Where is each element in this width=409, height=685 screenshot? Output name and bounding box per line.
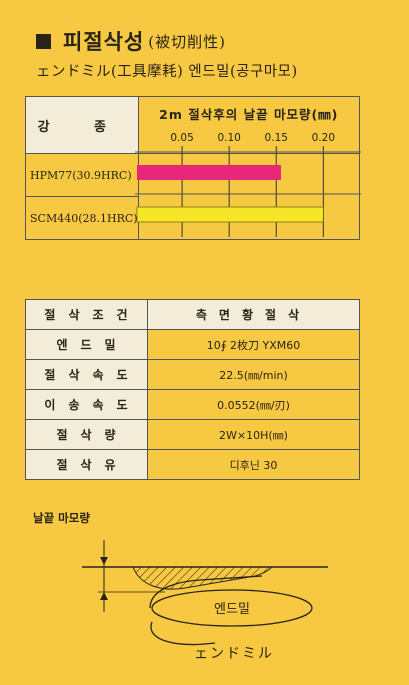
wear-bar-chart: 0.05 0.10 0.15 0.20 bbox=[135, 132, 361, 237]
endmill-label-jp: ェンドミル bbox=[194, 646, 274, 662]
endmill-ellipse bbox=[151, 589, 313, 627]
page-subtitle: ェンドミル(工具摩耗) 엔드밀(공구마모) bbox=[36, 64, 298, 80]
wear-table: 강 종 2m 절삭후의 날끝 마모량(㎜) HPM77(30.9HRC) SCM… bbox=[25, 96, 361, 240]
x-tick-label: 0.10 bbox=[217, 132, 240, 144]
condition-label-feed-rate: 이송속도 bbox=[25, 389, 148, 420]
row-label-scm440: SCM440(28.1HRC) bbox=[25, 196, 139, 240]
tool-edge-outline bbox=[149, 575, 263, 646]
condition-label-cutting-speed: 절삭속도 bbox=[25, 359, 148, 390]
steel-grade-header: 강 종 bbox=[25, 96, 139, 154]
bar-scm440 bbox=[136, 206, 324, 223]
bar-hpm77 bbox=[137, 165, 281, 180]
condition-value-coolant: 디후닌 30 bbox=[147, 449, 360, 480]
condition-label-coolant: 절삭유 bbox=[25, 449, 148, 480]
wear-hatch-area bbox=[132, 566, 274, 590]
x-tick-label: 0.20 bbox=[312, 132, 335, 144]
conditions-header-left: 절삭조건 bbox=[25, 299, 148, 330]
wear-diagram-label: 날끝 마모량 bbox=[33, 511, 90, 525]
condition-label-endmill: 엔드밀 bbox=[25, 329, 148, 360]
cutting-conditions-table: 절삭조건 측면황절삭 엔드밀 10∮ 2枚刀 YXM60 절삭속도 22.5(㎜… bbox=[25, 299, 360, 480]
title-paren: (被切削性) bbox=[148, 32, 226, 51]
condition-value-endmill: 10∮ 2枚刀 YXM60 bbox=[147, 329, 360, 360]
x-tick-label: 0.05 bbox=[170, 132, 193, 144]
row-label-hpm77: HPM77(30.9HRC) bbox=[25, 153, 139, 197]
condition-value-feed-rate: 0.0552(㎜/刃) bbox=[147, 389, 360, 420]
wear-diagram: 엔드밀 ェンドミル bbox=[82, 540, 328, 662]
endmill-label: 엔드밀 bbox=[214, 602, 250, 617]
condition-value-cutting-speed: 22.5(㎜/min) bbox=[147, 359, 360, 390]
page-title: 피절삭성 (被切削性) bbox=[36, 26, 226, 56]
conditions-header-right: 측면황절삭 bbox=[147, 299, 360, 330]
title-main: 피절삭성 bbox=[63, 30, 145, 54]
condition-label-cut-amount: 절삭량 bbox=[25, 419, 148, 450]
wear-dimension-arrows bbox=[98, 540, 165, 612]
chart-title: 2m 절삭후의 날끝 마모량(㎜) bbox=[159, 107, 339, 122]
condition-value-cut-amount: 2W×10H(㎜) bbox=[147, 419, 360, 450]
bullet-square-icon bbox=[36, 33, 51, 49]
x-tick-label: 0.15 bbox=[265, 132, 288, 144]
